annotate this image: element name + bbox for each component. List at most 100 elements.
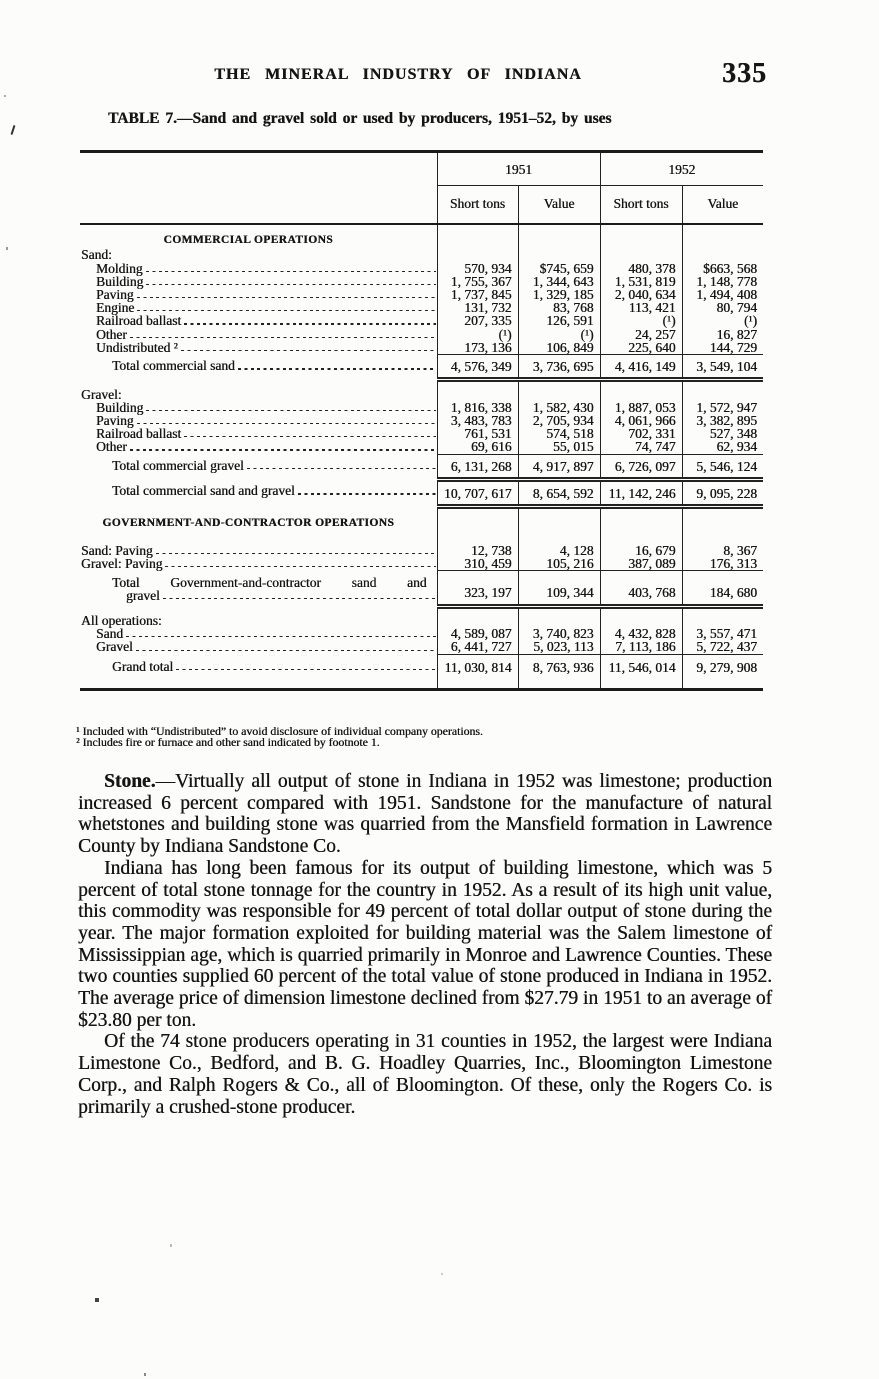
- dash-leader: [145, 270, 436, 272]
- cell: 131, 732: [436, 301, 518, 314]
- row-label: Undistributed ²: [96, 339, 178, 355]
- table-row: Building 1, 755, 367 1, 344, 643 1, 531,…: [80, 274, 763, 288]
- cell: 1, 582, 430: [517, 400, 600, 414]
- table-title: TABLE 7.—Sand and gravel sold or used by…: [108, 110, 612, 127]
- scan-artifact: [4, 95, 6, 97]
- cell: 225, 640: [599, 341, 682, 355]
- group-label: Gravel:: [81, 386, 122, 402]
- cell: 9, 279, 908: [681, 653, 763, 690]
- group-label: All operations:: [81, 613, 162, 629]
- row-label: Total commercial sand: [112, 358, 235, 374]
- row-label: Total commercial sand and gravel: [112, 483, 295, 499]
- table-row: Undistributed ² 173, 136 106, 849 225, 6…: [80, 339, 763, 355]
- section-heading: GOVERNMENT-AND-CONTRACTOR OPERATIONS: [102, 516, 395, 529]
- cell: 1, 572, 947: [681, 400, 763, 414]
- cell: 6, 131, 268: [436, 453, 518, 482]
- table-row: Other 69, 616 55, 015 74, 747 62, 934: [80, 440, 763, 455]
- cell: 3, 557, 471: [681, 627, 763, 641]
- scan-artifact: [95, 1298, 99, 1302]
- table-row: Sand: Paving 12, 738 4, 128 16, 679 8, 3…: [80, 533, 763, 558]
- cell: 1, 329, 185: [517, 288, 600, 301]
- cell: 3, 483, 783: [436, 414, 518, 427]
- group-row-all-operations: All operations:: [80, 606, 763, 627]
- cell: 16, 679: [599, 533, 682, 557]
- cell: 1, 755, 367: [436, 274, 518, 288]
- table-row: Other (¹) (¹) 24, 257 16, 827: [80, 327, 763, 341]
- table-row: Railroad ballast 761, 531 574, 518 702, …: [80, 427, 763, 441]
- cell: 3, 549, 104: [681, 353, 763, 383]
- total-row-commercial-gravel: Total commercial gravel 6, 131, 268 4, 9…: [80, 453, 763, 482]
- dash-leader: [136, 296, 436, 299]
- table-7-sand-gravel: 1951 1952 Short tons Value Short tons Va…: [80, 150, 763, 691]
- cell: 1, 816, 338: [436, 400, 518, 414]
- col-header-value-1951: Value: [517, 185, 600, 224]
- group-row-gravel: Gravel:: [80, 379, 763, 402]
- cell: 2, 705, 934: [517, 414, 600, 427]
- col-header-value-1952: Value: [681, 185, 763, 224]
- cell: 113, 421: [599, 301, 682, 314]
- cell: 83, 768: [517, 301, 600, 314]
- dash-leader: [129, 336, 436, 338]
- cell: 4, 416, 149: [599, 353, 682, 383]
- table-row: Paving 3, 483, 783 2, 705, 934 4, 061, 9…: [80, 414, 763, 427]
- col-header-short-tons-1951: Short tons: [436, 185, 518, 224]
- table-row: Gravel: Paving 310, 459 105, 216 387, 08…: [80, 557, 763, 571]
- row-label: Gravel: Paving: [81, 555, 163, 571]
- row-label: Gravel: [96, 639, 133, 655]
- cell: 4, 061, 966: [599, 414, 682, 427]
- row-label: Paving: [96, 413, 134, 429]
- scan-artifact: [6, 247, 8, 250]
- total-row-government-contractor: Total Government-and-contractor sand and…: [80, 570, 763, 609]
- footnote-1: ¹ Included with “Undistributed” to avoid…: [76, 724, 483, 738]
- table-row: Molding 570, 934 $745, 659 480, 378 $663…: [80, 260, 763, 276]
- cell: (¹): [599, 314, 682, 328]
- cell: 69, 616: [436, 440, 518, 455]
- cell: 8, 654, 592: [517, 479, 600, 510]
- cell: 62, 934: [681, 440, 763, 455]
- row-label: Grand total: [112, 659, 174, 675]
- cell: 1, 887, 053: [599, 400, 682, 414]
- row-label: Molding: [96, 260, 143, 276]
- dash-leader: [184, 436, 436, 438]
- cell: 574, 518: [517, 427, 600, 441]
- cell: 323, 197: [436, 570, 518, 609]
- group-row-sand: Sand:: [80, 248, 763, 262]
- footnote-2: ² Includes fire or furnace and other san…: [76, 735, 380, 750]
- scan-artifact: [441, 1273, 443, 1275]
- stub-header-cell: [80, 152, 437, 224]
- dash-leader: [237, 368, 436, 370]
- cell: 8, 763, 936: [517, 653, 600, 690]
- row-label: Sand: Paving: [81, 542, 153, 558]
- total-row-commercial-sand-and-gravel: Total commercial sand and gravel 10, 707…: [80, 479, 763, 510]
- dash-leader: [246, 468, 436, 470]
- cell: 1, 344, 643: [517, 274, 600, 288]
- row-label: Sand: [96, 626, 123, 642]
- cell: 4, 917, 897: [517, 453, 600, 482]
- dash-leader: [129, 449, 436, 451]
- year-header-1952: 1952: [599, 151, 763, 186]
- row-label: Paving: [96, 286, 134, 302]
- cell: 144, 729: [681, 341, 763, 355]
- scan-artifact: [10, 124, 16, 136]
- cell: 80, 794: [681, 301, 763, 314]
- cell: 11, 030, 814: [436, 653, 518, 690]
- cell: 2, 040, 634: [599, 288, 682, 301]
- dash-leader: [162, 597, 436, 600]
- cell: 11, 546, 014: [599, 653, 682, 690]
- table-footnotes: ¹ Included with “Undistributed” to avoid…: [76, 724, 736, 750]
- section-heading: COMMERCIAL OPERATIONS: [163, 234, 334, 247]
- cell: 4, 589, 087: [436, 627, 518, 641]
- cell: 3, 382, 895: [681, 414, 763, 427]
- cell: 126, 591: [517, 314, 600, 328]
- cell: 106, 849: [517, 341, 600, 355]
- dash-leader: [146, 283, 436, 285]
- paragraph-producers: Of the 74 stone producers operating in 3…: [78, 1031, 772, 1118]
- paragraph-lead: Stone.: [104, 771, 156, 792]
- dash-leader: [136, 423, 436, 425]
- cell: 570, 934: [436, 261, 518, 275]
- table-row: Paving 1, 737, 845 1, 329, 185 2, 040, 6…: [80, 288, 763, 301]
- table-row: Gravel 6, 441, 727 5, 023, 113 7, 113, 1…: [80, 639, 763, 655]
- cell: 761, 531: [436, 427, 518, 441]
- cell: 8, 367: [681, 533, 763, 557]
- cell: 6, 726, 097: [599, 453, 682, 482]
